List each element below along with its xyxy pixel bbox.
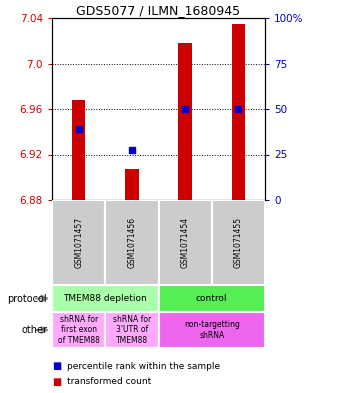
Text: GSM1071454: GSM1071454 [181,217,190,268]
Bar [52,285,158,312]
Text: protocol: protocol [7,294,47,303]
Bar [178,43,192,200]
Text: percentile rank within the sample: percentile rank within the sample [67,362,220,371]
Text: shRNA for
first exon
of TMEM88: shRNA for first exon of TMEM88 [58,315,100,345]
Text: GSM1071456: GSM1071456 [128,217,136,268]
Bar [158,285,265,312]
Text: other: other [21,325,47,335]
Bar [125,169,138,200]
Text: shRNA for
3'UTR of
TMEM88: shRNA for 3'UTR of TMEM88 [113,315,151,345]
Bar [158,312,265,348]
Bar [52,312,105,348]
Text: transformed count: transformed count [67,377,152,386]
Text: non-targetting
shRNA: non-targetting shRNA [184,320,240,340]
Bar [158,200,212,285]
Bar [105,200,158,285]
Text: GSM1071457: GSM1071457 [74,217,83,268]
Text: control: control [196,294,227,303]
Text: ■: ■ [52,361,61,371]
Bar [232,24,245,200]
Bar [105,312,158,348]
Title: GDS5077 / ILMN_1680945: GDS5077 / ILMN_1680945 [76,4,241,17]
Bar [52,200,105,285]
Bar [212,200,265,285]
Text: TMEM88 depletion: TMEM88 depletion [63,294,147,303]
Text: ■: ■ [52,376,61,387]
Bar [72,100,85,200]
Text: GSM1071455: GSM1071455 [234,217,243,268]
